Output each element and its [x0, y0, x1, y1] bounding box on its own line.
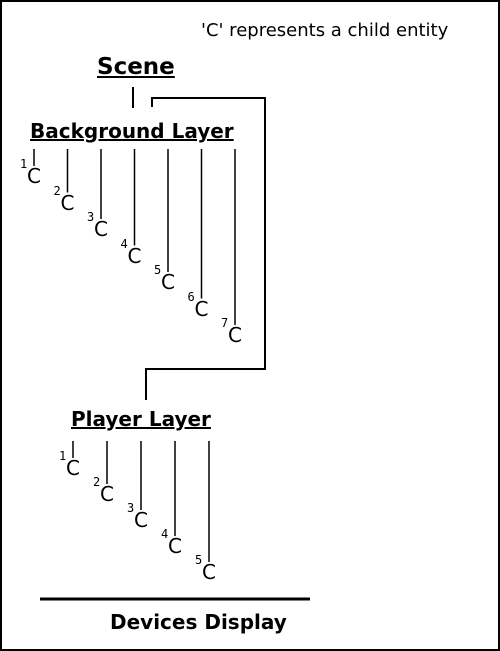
player-child-index: 3 — [127, 501, 135, 515]
background-child-entity: C — [228, 323, 242, 347]
player-child-index: 4 — [161, 527, 169, 541]
player-child-entity: C — [202, 560, 216, 584]
player-child-entity: C — [134, 508, 148, 532]
background-child-index: 7 — [221, 316, 229, 330]
background-child-entity: C — [94, 217, 108, 241]
player-child-entity: C — [168, 534, 182, 558]
background-child-index: 6 — [187, 289, 195, 304]
player-child-index: 2 — [93, 475, 101, 489]
background-child-index: 4 — [120, 236, 128, 251]
devices-display-label: Devices Display — [110, 610, 287, 634]
player-layer-title: Player Layer — [71, 407, 211, 431]
player-child-entity: C — [100, 482, 114, 506]
background-child-entity: C — [27, 164, 41, 188]
scene-to-player-connector — [145, 97, 266, 400]
background-child-index: 2 — [53, 183, 61, 198]
background-child-entity: C — [60, 190, 75, 215]
background-layer-title: Background Layer — [30, 119, 234, 143]
player-child-entity: C — [66, 456, 80, 480]
legend-text: 'C' represents a child entity — [201, 20, 449, 41]
background-child-index: 1 — [20, 157, 28, 171]
background-child-index: 3 — [87, 210, 95, 224]
background-child-index: 5 — [154, 263, 162, 277]
background-child-entity: C — [194, 296, 209, 321]
background-child-lines — [33, 149, 236, 325]
player-child-index: 5 — [195, 553, 203, 567]
background-child-entity: C — [127, 243, 142, 268]
background-child-entity: C — [161, 270, 175, 294]
scene-title: Scene — [97, 54, 175, 80]
player-child-lines — [72, 441, 210, 562]
player-child-index: 1 — [59, 449, 67, 463]
